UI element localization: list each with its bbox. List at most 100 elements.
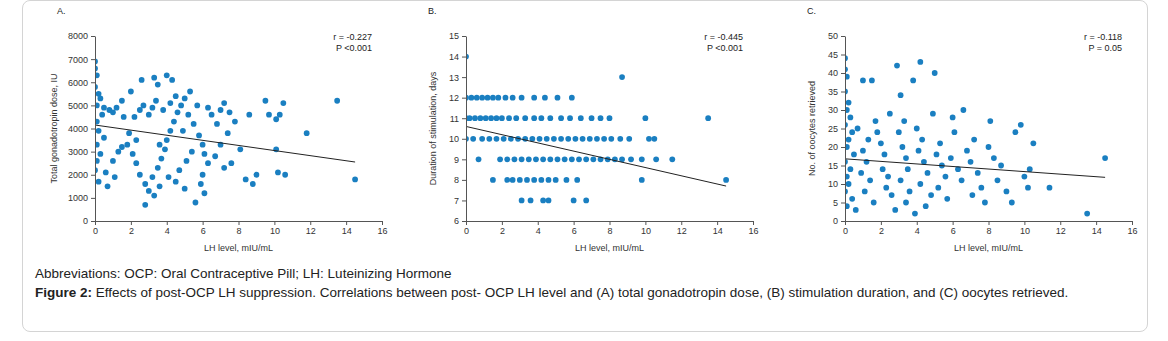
scatter-point (594, 136, 600, 142)
tick: 4000 (68, 124, 95, 134)
scatter-point (96, 179, 102, 185)
tick-mark (91, 59, 95, 60)
tick-mark (131, 221, 132, 225)
axis-line (466, 37, 467, 222)
abbreviations: Abbreviations: OCP: Oral Contraceptive P… (35, 266, 451, 281)
scatter-point (1084, 211, 1090, 217)
tick-mark (841, 166, 845, 167)
scatter-point (546, 177, 552, 183)
scatter-point (558, 136, 564, 142)
scatter-point (1027, 166, 1033, 172)
tick-mark (841, 92, 845, 93)
tick-label: 10 (1020, 226, 1030, 236)
annotation: r = -0.227 (333, 32, 372, 42)
tick-mark (462, 98, 466, 99)
scatter-point (565, 136, 571, 142)
scatter-point (917, 181, 923, 187)
scatter-point (263, 98, 269, 104)
scatter-point (952, 129, 958, 135)
scatter-point (916, 148, 922, 154)
scatter-point (558, 115, 564, 121)
scatter-point (578, 115, 584, 121)
scatter-point (580, 136, 586, 142)
tick: 25 (828, 124, 845, 134)
panel-label: B. (428, 6, 437, 16)
scatter-point (282, 172, 288, 178)
scatter-point (490, 95, 496, 101)
scatter-point (504, 177, 510, 183)
scatter-point (975, 170, 981, 176)
scatter-point (547, 115, 553, 121)
scatter-point (849, 129, 855, 135)
tick-mark (841, 36, 845, 37)
scatter-point (151, 193, 157, 199)
scatter-point (855, 126, 861, 132)
tick-mark (462, 77, 466, 78)
scatter-point (352, 176, 358, 182)
scatter-point (101, 105, 107, 111)
tick-label: 15 (828, 161, 838, 171)
tick-label: 6 (454, 216, 459, 226)
tick-label: 35 (828, 87, 838, 97)
scatter-point (130, 151, 136, 157)
scatter-point (476, 156, 482, 162)
tick: 16 (1127, 221, 1137, 236)
tick-label: 2 (129, 226, 134, 236)
panel-label: C. (807, 6, 816, 16)
scatter-point (467, 115, 473, 121)
scatter-point (225, 130, 231, 136)
scatter-point (589, 115, 595, 121)
scatter-point (157, 183, 163, 189)
scatter-point (202, 190, 208, 196)
tick-label: 9 (454, 155, 459, 165)
scatter-point (538, 177, 544, 183)
scatter-point (173, 93, 179, 99)
scatter-point (184, 158, 190, 164)
tick-label: 12 (306, 226, 316, 236)
tick-label: 14 (449, 52, 459, 62)
scatter-point (304, 130, 310, 136)
scatter-point (1021, 174, 1027, 180)
tick-label: 8 (607, 226, 612, 236)
tick: 1000 (68, 193, 95, 203)
scatter-point (950, 115, 956, 121)
tick-label: 4 (536, 226, 541, 236)
scatter-point (157, 142, 163, 148)
tick: 4 (165, 221, 170, 236)
y-axis: 05101520253035404550 (828, 31, 846, 226)
tick-label: 16 (748, 226, 758, 236)
panel: 02468101214166789101112131415LH level, m… (428, 6, 759, 253)
tick: 16 (748, 221, 758, 236)
scatter-point (878, 140, 884, 146)
tick: 14 (1092, 221, 1102, 236)
scatter-point (503, 95, 509, 101)
x-axis-title: LH level, mIU/mL (204, 243, 273, 253)
tick-label: 2000 (68, 170, 88, 180)
scatter-point (540, 198, 546, 204)
tick: 8 (236, 221, 241, 236)
scatter-point (221, 165, 227, 171)
scatter-point (171, 119, 177, 125)
tick-label: 20 (828, 142, 838, 152)
tick-mark (95, 221, 96, 225)
x-axis-title: LH level, mIU/mL (954, 243, 1023, 253)
scatter-point (101, 135, 107, 141)
tick-label: 8 (454, 175, 459, 185)
scatter-point (132, 114, 138, 120)
scatter-point (995, 177, 1001, 183)
tick-mark (841, 147, 845, 148)
scatter-point (495, 95, 501, 101)
caption: Figure 2: Effects of post-OCP LH suppres… (35, 284, 1140, 302)
tick-label: 8 (986, 226, 991, 236)
tick: 7000 (68, 55, 95, 65)
scatter-point (528, 198, 534, 204)
tick-mark (841, 203, 845, 204)
scatter-point (196, 133, 202, 139)
tick: 6000 (68, 78, 95, 88)
fit-line (95, 125, 355, 162)
scatter-point (934, 152, 940, 158)
scatter-point (198, 181, 204, 187)
tick: 9 (454, 155, 466, 165)
scatter-point (243, 176, 249, 182)
plot-area (95, 59, 358, 208)
